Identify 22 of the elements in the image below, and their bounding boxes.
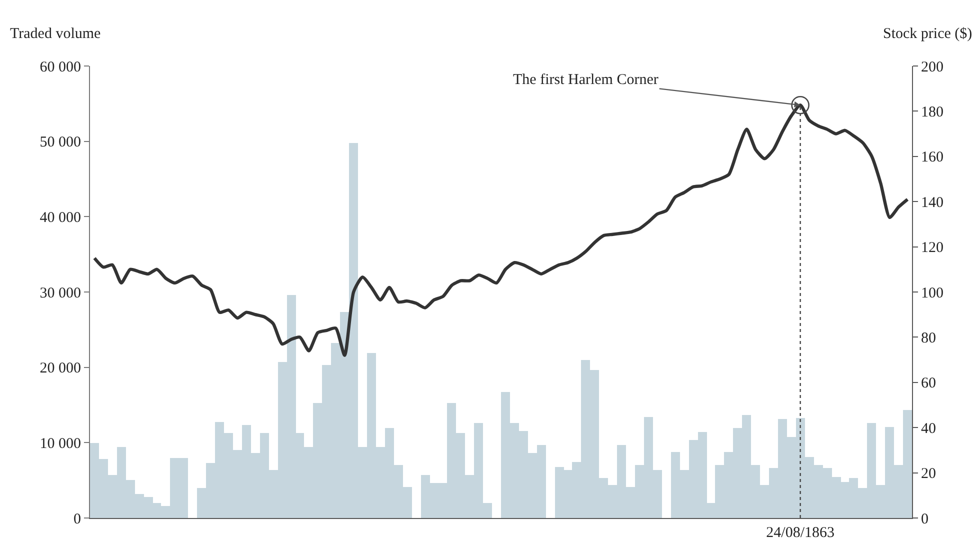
y2-tick-label: 120: [921, 240, 944, 256]
y-tick-label: 60 000: [40, 59, 81, 76]
y-tick-label: 40 000: [40, 210, 81, 226]
y-tick-label: 20 000: [40, 360, 81, 377]
y2-tick-label: 100: [921, 285, 944, 302]
y2-tick-label: 160: [921, 150, 944, 166]
y-tick-label: 0: [74, 511, 81, 528]
y-tick-label: 30 000: [40, 285, 81, 302]
y-axis-title: Traded volume: [10, 26, 102, 42]
y2-axis-title: Stock price ($): [883, 26, 972, 42]
y2-tick-label: 20: [921, 466, 936, 482]
y-tick-label: 50 000: [40, 134, 81, 151]
x-tick-label: 24/08/1863: [766, 525, 834, 541]
y2-tick-label: 60: [921, 376, 936, 392]
annotation: The first Harlem Corner: [513, 72, 658, 88]
y2-tick-label: 0: [921, 511, 928, 528]
y2-tick-label: 200: [921, 59, 944, 76]
y2-tick-label: 80: [921, 330, 936, 346]
y-tick-label: 10 000: [40, 436, 81, 452]
y2-tick-label: 40: [921, 420, 936, 437]
y2-tick-label: 140: [921, 194, 944, 211]
y2-tick-label: 180: [921, 104, 944, 120]
